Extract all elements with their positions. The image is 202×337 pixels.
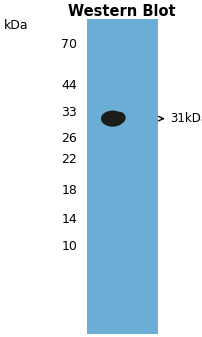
Text: 70: 70 [61,38,77,51]
Text: Western Blot: Western Blot [68,4,175,19]
Text: 26: 26 [61,132,77,145]
Text: 18: 18 [61,184,77,197]
Text: 10: 10 [61,240,77,252]
Bar [87,19,158,334]
Text: 44: 44 [61,80,77,92]
Ellipse shape [112,112,125,124]
Text: 33: 33 [61,106,77,119]
Text: 14: 14 [61,213,77,226]
Text: 22: 22 [61,153,77,166]
Text: 31kDa: 31kDa [170,112,202,125]
Ellipse shape [101,111,124,127]
Text: kDa: kDa [4,19,28,32]
